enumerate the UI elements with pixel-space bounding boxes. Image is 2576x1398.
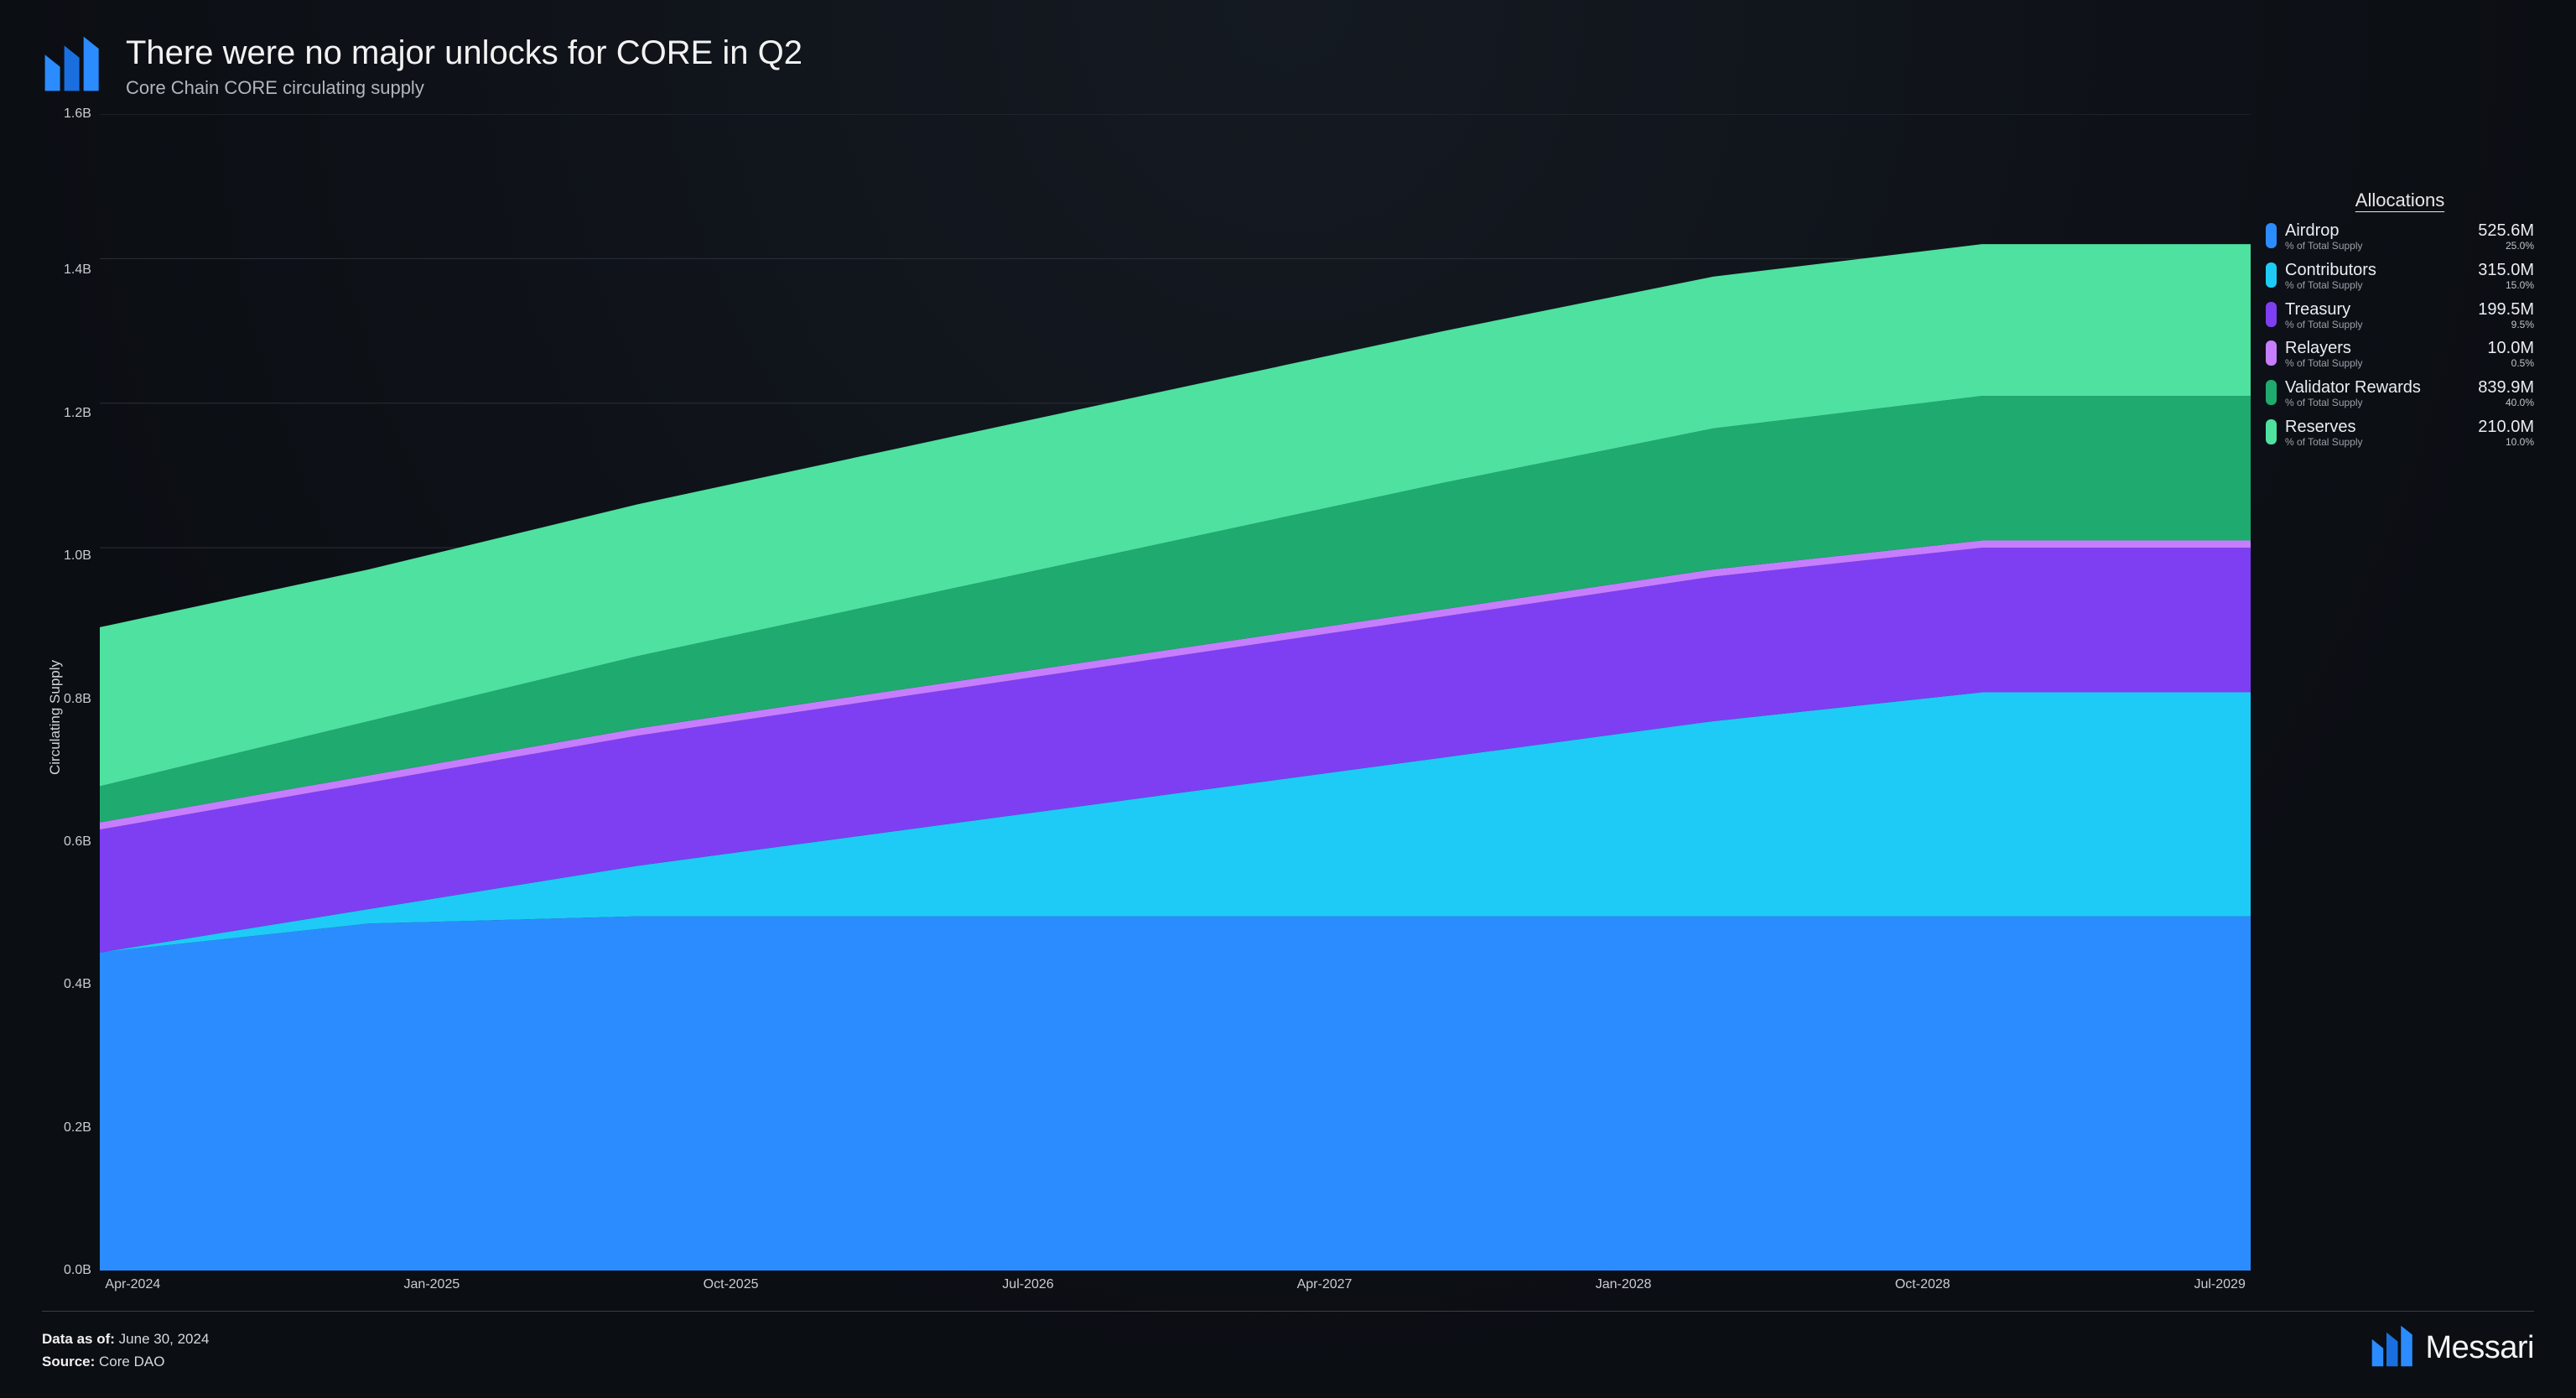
source-label: Source: <box>42 1354 95 1369</box>
legend-item: Validator Rewards% of Total Supply 839.9M… <box>2266 378 2534 409</box>
legend-item: Treasury% of Total Supply 199.5M9.5% <box>2266 300 2534 331</box>
legend-item: Airdrop% of Total Supply 525.6M25.0% <box>2266 221 2534 252</box>
x-tick-label: Jul-2029 <box>2194 1277 2245 1292</box>
legend-swatch <box>2266 419 2277 444</box>
x-tick-label: Jul-2026 <box>1002 1277 1053 1292</box>
x-tick-label: Apr-2024 <box>105 1277 160 1292</box>
data-as-of-value: June 30, 2024 <box>119 1331 210 1347</box>
messari-logo-icon <box>2370 1323 2415 1373</box>
legend-name: Reserves <box>2285 418 2363 437</box>
legend-item: Contributors% of Total Supply 315.0M15.0% <box>2266 261 2534 292</box>
legend-item: Reserves% of Total Supply 210.0M10.0% <box>2266 418 2534 449</box>
y-tick-label: 0.0B <box>64 1264 91 1277</box>
y-tick-label: 0.2B <box>64 1121 91 1135</box>
header: There were no major unlocks for CORE in … <box>42 34 2534 99</box>
y-tick-label: 0.6B <box>64 835 91 849</box>
x-tick-label: Apr-2027 <box>1297 1277 1353 1292</box>
legend-sublabel: % of Total Supply <box>2285 358 2363 370</box>
legend-value: 210.0M <box>2478 418 2534 437</box>
data-as-of-label: Data as of: <box>42 1331 115 1347</box>
legend-percent: 0.5% <box>2487 358 2534 370</box>
chart-area: Circulating Supply 1.6B1.4B1.2B1.0B0.8B0… <box>42 114 2251 1292</box>
source-value: Core DAO <box>99 1354 164 1369</box>
legend-sublabel: % of Total Supply <box>2285 241 2363 252</box>
x-tick-label: Jan-2025 <box>404 1277 460 1292</box>
y-tick-label: 1.4B <box>64 263 91 277</box>
legend-item: Relayers% of Total Supply 10.0M0.5% <box>2266 339 2534 370</box>
legend-swatch <box>2266 262 2277 288</box>
legend-value: 315.0M <box>2478 261 2534 280</box>
legend-name: Contributors <box>2285 261 2376 280</box>
y-tick-label: 0.4B <box>64 978 91 991</box>
x-axis-ticks: Apr-2024 Jan-2025 Oct-2025 Jul-2026 Apr-2027… <box>64 1271 2251 1292</box>
legend-name: Airdrop <box>2285 221 2363 241</box>
messari-logo-icon <box>42 34 102 94</box>
legend-sublabel: % of Total Supply <box>2285 320 2363 331</box>
legend-name: Relayers <box>2285 339 2363 358</box>
legend-value: 839.9M <box>2478 378 2534 398</box>
area-series-airdrop <box>100 917 2251 1271</box>
chart-card: There were no major unlocks for CORE in … <box>0 0 2576 1398</box>
y-tick-label: 0.8B <box>64 693 91 706</box>
legend-panel: Allocations Airdrop% of Total Supply525.… <box>2266 114 2534 1292</box>
y-tick-label: 1.6B <box>64 107 91 121</box>
x-tick-label: Jan-2028 <box>1596 1277 1652 1292</box>
x-tick-label: Oct-2025 <box>704 1277 759 1292</box>
y-axis-label: Circulating Supply <box>42 114 64 1292</box>
legend-sublabel: % of Total Supply <box>2285 437 2363 449</box>
legend-percent: 15.0% <box>2478 280 2534 292</box>
y-tick-label: 1.2B <box>64 407 91 420</box>
y-axis-ticks: 1.6B1.4B1.2B1.0B0.8B0.6B0.4B0.2B0.0B <box>64 114 100 1271</box>
y-tick-label: 1.0B <box>64 549 91 563</box>
legend-percent: 25.0% <box>2478 241 2534 252</box>
footer: Data as of: June 30, 2024 Source: Core D… <box>42 1311 2534 1373</box>
chart-subtitle: Core Chain CORE circulating supply <box>126 77 2534 99</box>
legend-sublabel: % of Total Supply <box>2285 280 2376 292</box>
brand-name: Messari <box>2425 1330 2534 1366</box>
legend-sublabel: % of Total Supply <box>2285 398 2421 409</box>
legend-swatch <box>2266 340 2277 366</box>
legend-title: Allocations <box>2266 190 2534 211</box>
legend-percent: 9.5% <box>2478 320 2534 331</box>
chart-title: There were no major unlocks for CORE in … <box>126 34 2534 72</box>
legend-percent: 10.0% <box>2478 437 2534 449</box>
legend-value: 199.5M <box>2478 300 2534 320</box>
plot-region <box>100 114 2251 1271</box>
legend-name: Validator Rewards <box>2285 378 2421 398</box>
legend-value: 10.0M <box>2487 339 2534 358</box>
footer-brand: Messari <box>2370 1323 2534 1373</box>
legend-value: 525.6M <box>2478 221 2534 241</box>
legend-name: Treasury <box>2285 300 2363 320</box>
legend-swatch <box>2266 223 2277 248</box>
legend-percent: 40.0% <box>2478 398 2534 409</box>
x-tick-label: Oct-2028 <box>1895 1277 1950 1292</box>
legend-swatch <box>2266 380 2277 405</box>
legend-swatch <box>2266 302 2277 327</box>
